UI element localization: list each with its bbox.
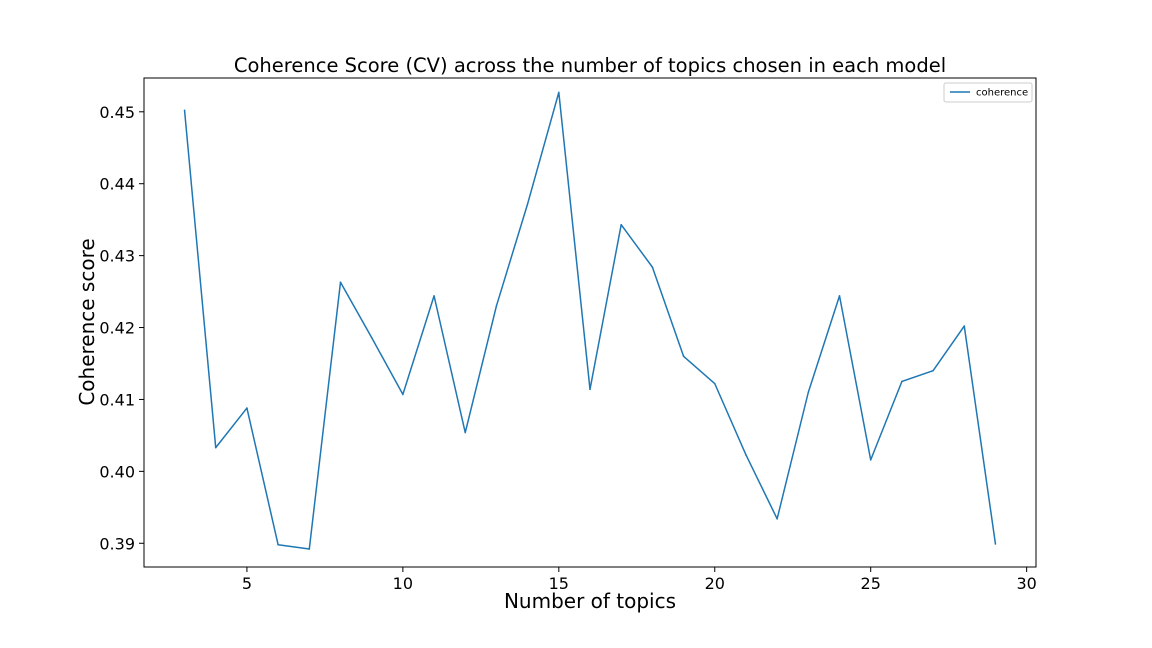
data-point [246, 407, 248, 409]
y-tick-label: 0.45 [99, 103, 135, 122]
data-point [526, 203, 529, 205]
y-tick-label: 0.44 [99, 175, 135, 194]
x-tick-label: 15 [549, 574, 569, 593]
data-point [651, 266, 654, 268]
data-point [713, 382, 716, 385]
data-point [932, 369, 934, 372]
x-tick-label: 10 [393, 574, 413, 593]
axes-frame [143, 77, 1037, 568]
y-tick-label: 0.39 [99, 534, 135, 553]
data-point [776, 518, 778, 520]
legend: coherence [943, 82, 1033, 103]
data-point [370, 336, 373, 339]
data-point [433, 295, 435, 297]
y-axis-label: Coherence score [75, 238, 99, 405]
data-point [901, 380, 903, 383]
y-tick-label: 0.43 [99, 247, 135, 266]
plot-area [183, 91, 997, 550]
data-point [183, 109, 186, 112]
x-axis-label: Number of topics [504, 589, 676, 613]
data-point [620, 223, 622, 226]
x-tick-label: 20 [705, 574, 725, 593]
y-axis: 0.39 0.40 0.41 0.42 0.43 0.44 0.45 [99, 103, 144, 553]
data-point [402, 393, 404, 396]
x-axis: 5 10 15 20 25 30 [242, 567, 1037, 593]
y-tick-label: 0.42 [99, 319, 135, 338]
data-point [994, 543, 997, 545]
y-tick-label: 0.40 [99, 462, 135, 481]
data-point [495, 305, 498, 307]
data-point [963, 325, 966, 327]
data-point [807, 391, 810, 394]
data-point [589, 388, 591, 391]
data-point [464, 431, 467, 434]
data-point [214, 446, 217, 449]
data-point [869, 459, 872, 461]
data-point [838, 295, 841, 297]
data-point [339, 281, 342, 284]
data-point [682, 355, 685, 358]
x-tick-label: 5 [242, 574, 252, 593]
data-point [308, 548, 311, 550]
x-tick-label: 30 [1016, 574, 1036, 593]
chart-title: Coherence Score (CV) across the number o… [234, 54, 946, 77]
y-tick-label: 0.41 [99, 390, 135, 409]
data-point [277, 543, 279, 546]
data-point [558, 91, 560, 94]
legend-label-coherence: coherence [976, 88, 1028, 99]
x-tick-label: 25 [861, 574, 881, 593]
data-point [745, 454, 747, 456]
legend-box [943, 82, 1033, 103]
